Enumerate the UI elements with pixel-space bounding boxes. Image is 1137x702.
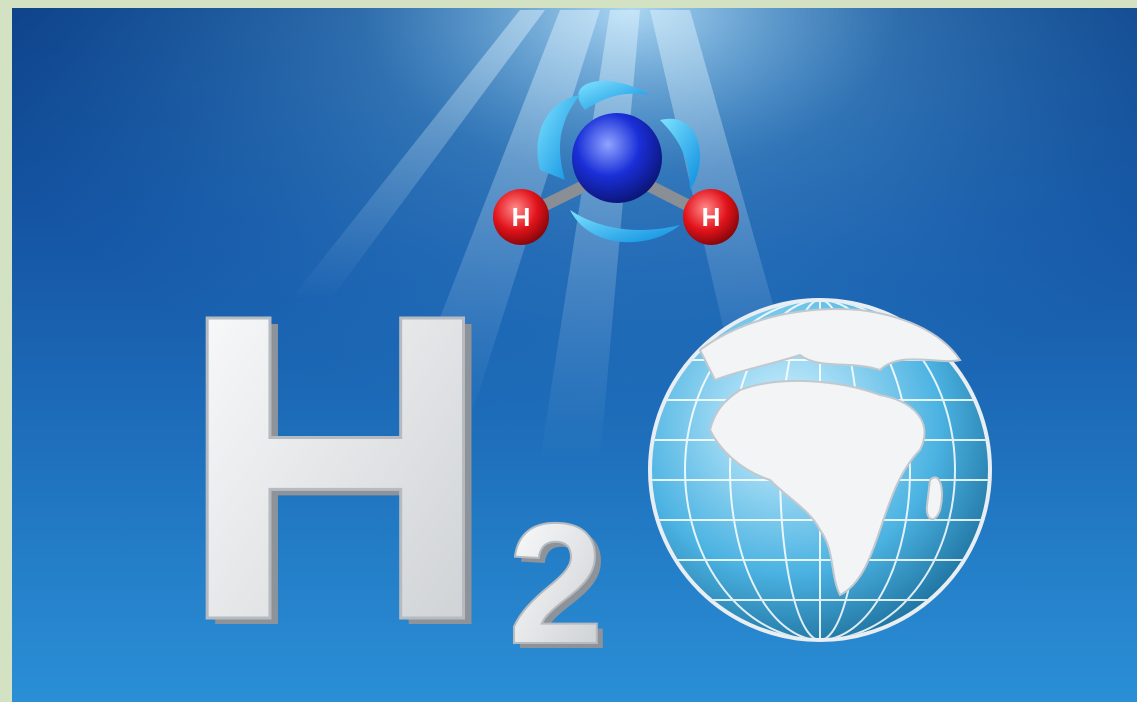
atom-label: H (702, 202, 721, 232)
swirl (570, 210, 680, 243)
oxygen-atom (572, 113, 662, 203)
africa (708, 379, 926, 597)
continents (698, 308, 962, 597)
letter-shadow: H (186, 230, 501, 702)
water-molecule: H H (493, 80, 739, 245)
subscript-shadow: 2 (514, 493, 610, 685)
swirl (660, 118, 700, 190)
ray (290, 10, 545, 300)
hydrogen-atom (683, 189, 739, 245)
element-letter: H (178, 224, 493, 702)
formula: H H 2 2 (177, 223, 610, 702)
subscript: 2 (508, 488, 604, 680)
hydrogen-atom (493, 189, 549, 245)
globe (648, 298, 992, 642)
meridian (729, 302, 911, 638)
madagascar (925, 476, 943, 520)
swirl (578, 80, 650, 110)
atom-label: H (512, 202, 531, 232)
meridian (684, 302, 956, 638)
swirl (537, 95, 580, 180)
europe (698, 308, 962, 382)
